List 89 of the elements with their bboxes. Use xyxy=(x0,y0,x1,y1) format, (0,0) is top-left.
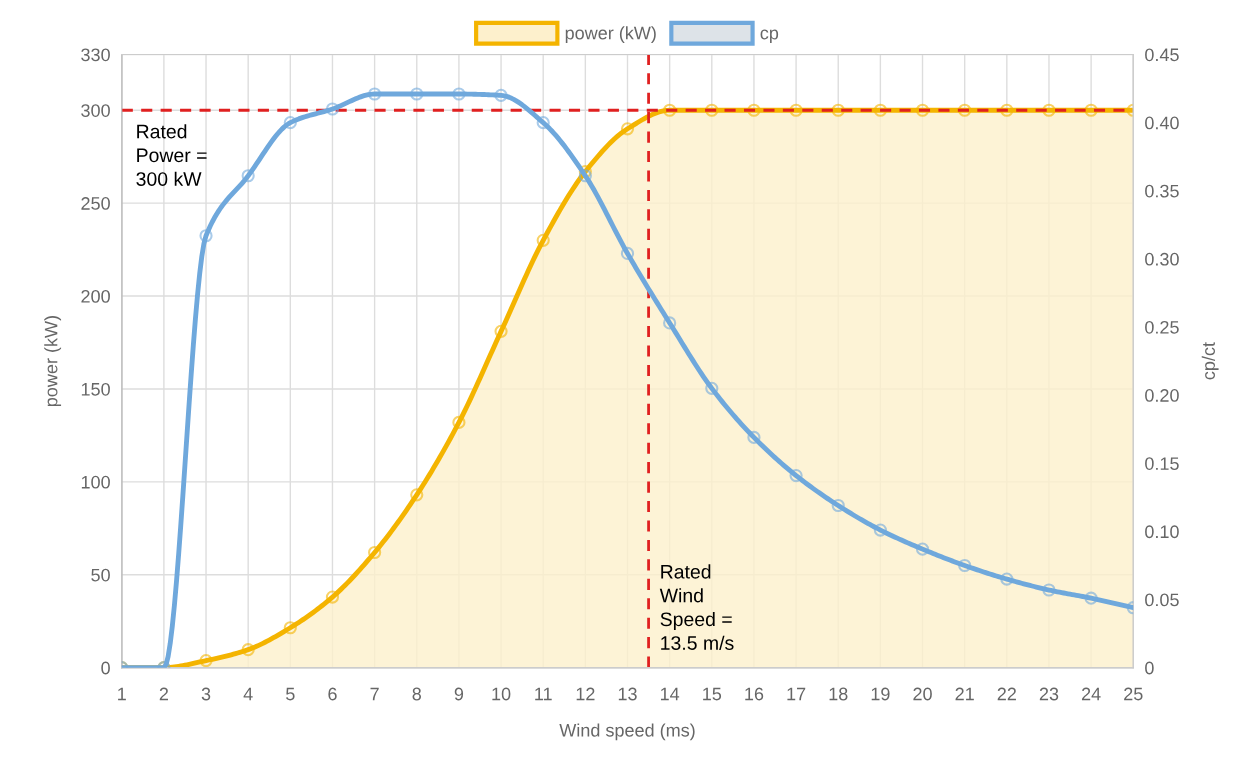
y2-tick-label: 0.35 xyxy=(1145,184,1179,198)
point xyxy=(368,87,382,101)
point xyxy=(241,169,255,183)
point xyxy=(410,488,424,502)
x-tick-label: 1 xyxy=(118,687,126,701)
x-tick-label: 7 xyxy=(370,687,379,701)
x-tick-label: 15 xyxy=(703,687,722,701)
point xyxy=(452,415,466,429)
point xyxy=(1000,572,1014,586)
point xyxy=(958,103,972,117)
x-tick-label: 9 xyxy=(454,687,464,701)
y-tick-label: 0 xyxy=(101,661,110,675)
y2-tick-label: 0.05 xyxy=(1145,593,1179,607)
x-tick-label: 2 xyxy=(159,687,168,701)
point xyxy=(747,103,761,117)
ref-line-label: Rated Power = 300 kW xyxy=(136,124,207,186)
x-tick-label: 5 xyxy=(286,687,295,701)
y2-tick-label: 0.40 xyxy=(1145,116,1179,130)
point xyxy=(578,169,592,183)
point xyxy=(873,103,887,117)
point xyxy=(536,116,550,130)
point xyxy=(325,102,340,116)
x-tick-label: 16 xyxy=(745,687,764,701)
point xyxy=(620,246,635,261)
legend-label: cp xyxy=(760,29,779,43)
point xyxy=(663,316,677,330)
x-tick-label: 17 xyxy=(787,687,806,701)
y-tick-label: 100 xyxy=(81,475,110,489)
x-tick-label: 4 xyxy=(243,687,253,701)
x-tick-label: 8 xyxy=(412,687,421,701)
y2-tick-label: 0.45 xyxy=(1145,48,1179,62)
x-tick-label: 3 xyxy=(201,687,211,701)
x-tick-label: 22 xyxy=(997,687,1016,701)
y-tick-label: 330 xyxy=(81,48,110,62)
point xyxy=(620,122,635,136)
point xyxy=(958,558,972,573)
point xyxy=(705,103,719,117)
point xyxy=(915,542,930,556)
y-tick-label: 250 xyxy=(81,197,110,210)
point xyxy=(368,545,382,560)
point xyxy=(747,430,761,444)
x-tick-label: 24 xyxy=(1081,687,1101,701)
y2-axis-title: cp/ct xyxy=(1201,342,1219,380)
x-tick-label: 14 xyxy=(660,687,680,701)
point xyxy=(199,654,213,668)
x-tick-label: 13 xyxy=(618,687,637,701)
y-axis-title: power (kW) xyxy=(44,316,62,407)
x-tick-label: 19 xyxy=(871,687,890,701)
point xyxy=(789,103,803,117)
x-tick-label: 20 xyxy=(913,687,932,701)
x-tick-label: 23 xyxy=(1039,687,1059,701)
x-tick-label: 25 xyxy=(1124,687,1143,701)
x-tick-label: 12 xyxy=(576,687,595,701)
point xyxy=(873,523,887,537)
point xyxy=(831,498,845,513)
x-tick-label: 6 xyxy=(328,687,337,701)
point xyxy=(325,590,340,604)
y2-tick-label: 0 xyxy=(1145,661,1154,675)
y2-tick-label: 0.15 xyxy=(1145,457,1179,470)
point xyxy=(199,229,213,243)
point xyxy=(1042,103,1056,117)
point xyxy=(663,103,677,117)
point xyxy=(241,643,255,657)
y-tick-label: 50 xyxy=(91,568,110,582)
y-tick-label: 200 xyxy=(81,289,110,303)
point xyxy=(1000,103,1014,117)
x-tick-label: 10 xyxy=(492,687,511,701)
x-tick-label: 21 xyxy=(955,687,974,701)
point xyxy=(705,381,719,395)
point xyxy=(789,468,803,483)
y2-tick-label: 0.25 xyxy=(1145,320,1179,334)
y2-tick-label: 0.30 xyxy=(1145,252,1179,266)
legend-label: power (kW) xyxy=(565,26,656,43)
point xyxy=(1042,583,1056,597)
x-tick-label: 11 xyxy=(535,687,552,701)
x-tick-label: 18 xyxy=(829,687,848,701)
point xyxy=(536,233,550,247)
point xyxy=(1084,591,1098,605)
x-axis-title: Wind speed (ms) xyxy=(559,723,695,741)
ref-line-label: Rated Wind Speed = 13.5 m/s xyxy=(659,564,734,650)
y-tick-label: 150 xyxy=(81,382,110,396)
point xyxy=(283,116,297,130)
y2-tick-label: 0.10 xyxy=(1145,525,1179,539)
point xyxy=(494,324,508,338)
point xyxy=(283,621,297,635)
point xyxy=(494,88,508,102)
y2-tick-label: 0.20 xyxy=(1145,389,1179,402)
point xyxy=(915,103,930,117)
y-tick-label: 300 xyxy=(81,104,110,117)
